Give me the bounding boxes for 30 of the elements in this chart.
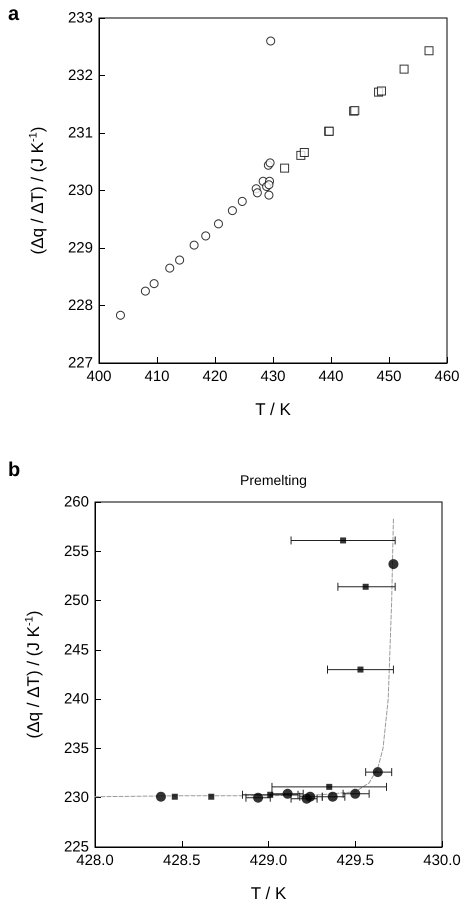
y-tick-label: 229 <box>68 240 93 256</box>
y-tick-label: 228 <box>68 297 93 314</box>
y-axis-title: (Δq / ΔT) / (J K-1) <box>28 126 47 254</box>
x-tick-label: 440 <box>318 368 344 385</box>
y-tick-label: 231 <box>68 124 93 142</box>
y-tick-label: 245 <box>64 641 89 658</box>
x-tick-label: 429.5 <box>336 852 374 869</box>
x-axis-title: T / K <box>255 400 292 419</box>
x-tick-label: 420 <box>202 368 228 385</box>
y-tick-label: 230 <box>68 182 93 199</box>
x-tick-label: 460 <box>434 368 460 385</box>
y-tick-label: 233 <box>68 10 93 26</box>
text: a <box>8 3 20 25</box>
x-tick-label: 429.0 <box>250 852 288 869</box>
x-tick-label: 430.0 <box>423 852 461 869</box>
x-tick-label: 430 <box>260 368 286 385</box>
x-axis-title: T / K <box>250 884 287 903</box>
x-tick-label: 428.5 <box>162 852 201 869</box>
y-tick-label: 250 <box>64 592 89 610</box>
x-tick-label: 410 <box>144 368 170 385</box>
x-tick-label: 450 <box>376 368 402 385</box>
y-tick-label: 240 <box>64 690 89 708</box>
y-tick-label: 232 <box>68 67 93 84</box>
y-tick-label: 255 <box>64 542 89 560</box>
chart-title: Premelting <box>240 472 307 488</box>
y-axis-title: (Δq / ΔT) / (J K-1) <box>24 610 43 738</box>
text: b <box>8 459 20 481</box>
y-tick-label: 260 <box>64 494 89 510</box>
y-tick-label: 235 <box>64 740 89 757</box>
y-tick-label: 230 <box>64 789 89 806</box>
